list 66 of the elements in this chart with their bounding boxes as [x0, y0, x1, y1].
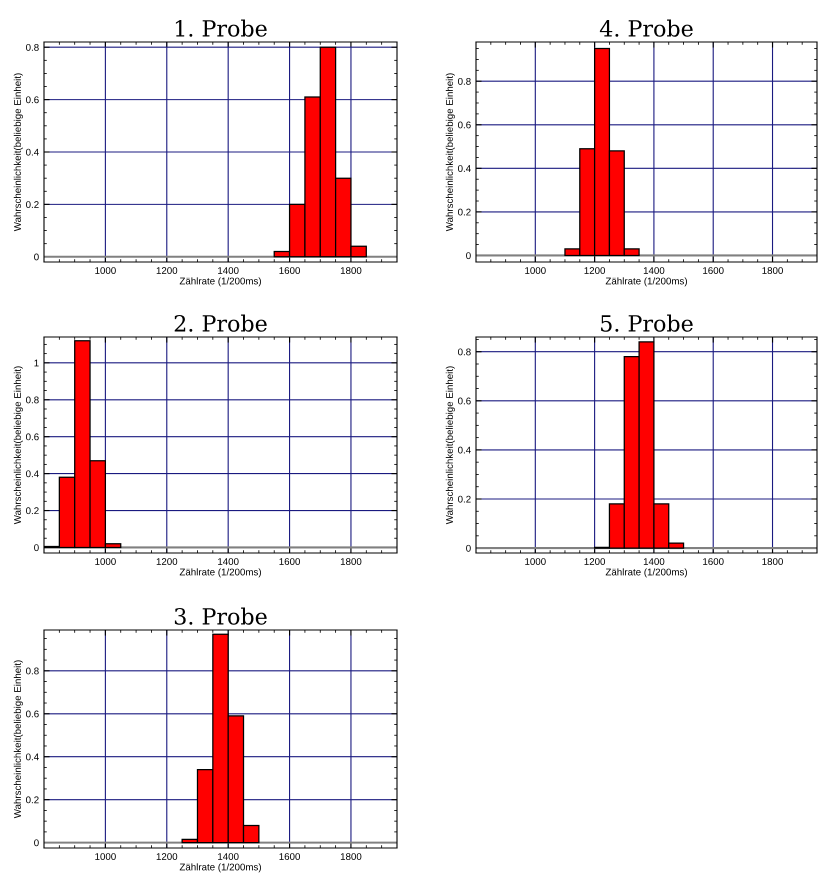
y-tick-label: 0.8: [26, 44, 39, 51]
x-axis-title: Zählrate (1/200ms): [606, 277, 687, 286]
x-axis-title: Zählrate (1/200ms): [180, 277, 261, 286]
y-tick-label: 0.4: [458, 165, 471, 172]
x-tick-label: 1400: [644, 267, 664, 274]
y-tick-label: 0.2: [26, 507, 39, 514]
x-tick-label: 1000: [95, 853, 116, 860]
y-tick-label: 0.2: [458, 208, 471, 216]
x-tick-label: 1600: [279, 853, 300, 860]
y-tick-label: 0.4: [458, 446, 471, 454]
y-tick-label: 0: [34, 544, 39, 552]
x-axis-title: Zählrate (1/200ms): [180, 863, 261, 872]
x-tick-label: 1200: [156, 558, 178, 565]
x-tick-label: 1800: [762, 267, 783, 274]
x-tick-label: 1600: [703, 558, 724, 565]
y-axis-title: Wahrscheinlichkeit(beliebige Einheit): [14, 73, 23, 232]
y-tick-label: 0.6: [458, 122, 471, 128]
x-tick-label: 1600: [279, 558, 300, 565]
y-axis-title: Wahrscheinlichkeit(beliebige Einheit): [446, 366, 455, 524]
y-tick-label: 0.4: [26, 148, 39, 156]
y-tick-label: 0.6: [26, 710, 39, 718]
x-tick-label: 1800: [340, 267, 362, 274]
x-tick-label: 1400: [218, 558, 239, 565]
chart-title: 5. Probe: [601, 314, 693, 332]
chart-title: 1. Probe: [176, 20, 267, 37]
chart-title: 4. Probe: [600, 20, 693, 37]
y-tick-label: 0.6: [26, 433, 39, 440]
x-tick-label: 1000: [525, 558, 546, 565]
y-tick-label: 0.4: [26, 470, 39, 478]
x-tick-label: 1800: [340, 558, 362, 565]
y-tick-label: 0.2: [26, 201, 39, 208]
x-axis-title: Zählrate (1/200ms): [606, 568, 687, 578]
y-tick-label: 0: [466, 544, 471, 552]
x-tick-label: 1000: [95, 558, 116, 565]
y-tick-label: 0.6: [458, 398, 471, 404]
x-tick-label: 1200: [156, 267, 178, 274]
y-tick-label: 0: [34, 839, 39, 846]
y-tick-label: 0.2: [26, 796, 39, 804]
x-tick-label: 1600: [279, 267, 300, 274]
chart-title: 3. Probe: [174, 608, 267, 625]
x-tick-label: 1800: [762, 558, 783, 565]
x-tick-label: 1200: [584, 558, 606, 565]
y-tick-label: 0.8: [458, 78, 471, 85]
x-tick-label: 1000: [525, 267, 546, 274]
x-tick-label: 1200: [156, 853, 178, 860]
x-tick-label: 1400: [644, 558, 664, 565]
x-axis-title: Zählrate (1/200ms): [180, 568, 261, 578]
y-axis-title: Wahrscheinlichkeit(beliebige Einheit): [14, 660, 23, 818]
y-axis-title: Wahrscheinlichkeit(beliebige Einheit): [446, 73, 455, 232]
y-tick-label: 0.8: [26, 668, 39, 674]
y-tick-label: 0: [466, 252, 471, 260]
y-tick-label: 0: [34, 253, 39, 260]
y-tick-label: 1: [34, 360, 39, 366]
chart-title: 2. Probe: [174, 314, 267, 332]
x-tick-label: 1000: [95, 267, 116, 274]
y-axis-title: Wahrscheinlichkeit(beliebige Einheit): [14, 366, 23, 524]
y-tick-label: 0.6: [26, 96, 39, 104]
y-tick-label: 0.8: [458, 348, 471, 356]
y-tick-label: 0.2: [458, 496, 471, 503]
x-tick-label: 1800: [340, 853, 362, 860]
y-tick-label: 0.4: [26, 753, 39, 760]
x-tick-label: 1600: [703, 267, 724, 274]
x-tick-label: 1400: [218, 267, 239, 274]
x-tick-label: 1200: [584, 267, 606, 274]
y-tick-label: 0.8: [26, 396, 39, 404]
x-tick-label: 1400: [218, 853, 239, 860]
